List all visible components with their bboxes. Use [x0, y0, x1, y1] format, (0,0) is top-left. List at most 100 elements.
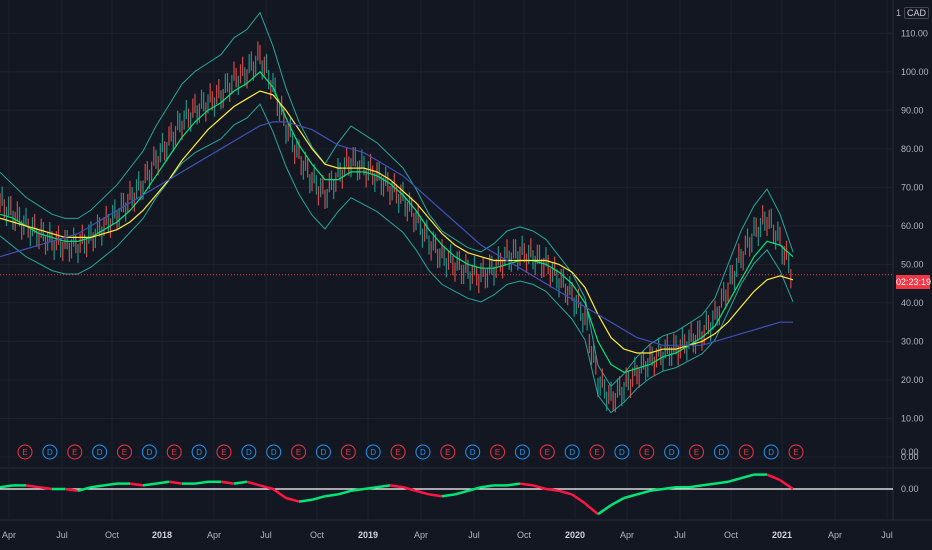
oscillator-segment	[623, 493, 638, 500]
event-marker-label: D	[420, 448, 426, 457]
event-marker-label: D	[718, 448, 724, 457]
dividend-marker[interactable]	[763, 444, 779, 460]
event-marker-label: E	[445, 448, 450, 457]
earnings-marker[interactable]	[340, 444, 356, 460]
oscillator-segment	[532, 484, 547, 491]
last-price-countdown: 02:23:19	[896, 275, 932, 289]
earnings-marker[interactable]	[788, 444, 804, 460]
series-line-ema_fast	[0, 70, 794, 373]
dividend-marker[interactable]	[415, 444, 431, 460]
event-marker-label: D	[97, 448, 103, 457]
dividend-marker[interactable]	[42, 444, 58, 460]
x-tick-label: 2020	[565, 530, 585, 540]
y-tick-label: 10.00	[901, 413, 924, 423]
oscillator-tick-label: 0.00	[901, 484, 919, 494]
oscillator-segment	[688, 484, 703, 489]
currency-code[interactable]: CAD	[904, 7, 930, 19]
earnings-marker[interactable]	[639, 444, 655, 460]
dividend-marker[interactable]	[614, 444, 630, 460]
x-tick-label: 2019	[358, 530, 378, 540]
dividend-marker[interactable]	[191, 444, 207, 460]
event-marker-label: D	[669, 448, 675, 457]
oscillator-segment	[519, 482, 534, 487]
oscillator-segment	[727, 476, 742, 484]
event-marker-label: D	[520, 448, 526, 457]
dividend-marker[interactable]	[365, 444, 381, 460]
oscillator-segment	[298, 498, 313, 503]
event-marker-label: E	[221, 448, 226, 457]
earnings-marker[interactable]	[539, 444, 555, 460]
dividend-marker[interactable]	[92, 444, 108, 460]
dividend-marker[interactable]	[514, 444, 530, 460]
dividend-marker[interactable]	[315, 444, 331, 460]
oscillator-segment	[779, 478, 794, 491]
oscillator-segment	[103, 482, 118, 487]
event-marker-label: D	[321, 448, 327, 457]
series-line-ema_slow	[0, 90, 794, 354]
y-tick-label: 90.00	[901, 105, 924, 115]
dividend-marker[interactable]	[465, 444, 481, 460]
y-tick-label: 100.00	[901, 67, 929, 77]
oscillator-segment	[636, 489, 651, 496]
dividend-marker[interactable]	[713, 444, 729, 460]
y-tick-label: 20.00	[901, 375, 924, 385]
earnings-marker[interactable]	[589, 444, 605, 460]
bollinger-upper-line	[0, 11, 794, 388]
oscillator-segment	[142, 482, 157, 487]
earnings-marker[interactable]	[17, 444, 33, 460]
event-marker-label: E	[22, 448, 27, 457]
earnings-marker[interactable]	[440, 444, 456, 460]
event-marker-label: E	[644, 448, 649, 457]
oscillator-segment	[25, 484, 40, 489]
dividend-marker[interactable]	[664, 444, 680, 460]
dividend-marker[interactable]	[266, 444, 282, 460]
dividend-marker[interactable]	[141, 444, 157, 460]
event-marker-label: D	[146, 448, 152, 457]
y-tick-label: 80.00	[901, 144, 924, 154]
earnings-marker[interactable]	[166, 444, 182, 460]
dividend-marker[interactable]	[241, 444, 257, 460]
earnings-marker[interactable]	[689, 444, 705, 460]
earnings-marker[interactable]	[738, 444, 754, 460]
oscillator-segment	[0, 484, 14, 489]
oscillator-segment	[38, 485, 53, 491]
y-tick-label: 0.00	[901, 452, 919, 462]
series-line-ema_long	[0, 121, 793, 346]
earnings-marker[interactable]	[291, 444, 307, 460]
earnings-marker[interactable]	[116, 444, 132, 460]
event-marker-label: E	[296, 448, 301, 457]
event-marker-label: E	[346, 448, 351, 457]
oscillator-segment	[714, 480, 729, 485]
x-tick-label: Oct	[105, 530, 120, 540]
earnings-marker[interactable]	[216, 444, 232, 460]
event-marker-label: E	[545, 448, 550, 457]
oscillator-segment	[649, 487, 664, 493]
y-tick-label: 40.00	[901, 298, 924, 308]
event-marker-label: E	[72, 448, 77, 457]
oscillator-segment	[740, 473, 755, 480]
currency-selector[interactable]: 1 CAD	[896, 6, 930, 20]
scale-label: 1	[896, 8, 902, 18]
oscillator-segment	[311, 494, 326, 502]
x-tick-label: 2021	[772, 530, 792, 540]
earnings-marker[interactable]	[390, 444, 406, 460]
dividend-marker[interactable]	[564, 444, 580, 460]
oscillator-segment	[402, 485, 417, 493]
x-tick-label: Apr	[414, 530, 428, 540]
oscillator-segment	[64, 487, 79, 493]
oscillator-segment	[610, 496, 625, 507]
oscillator-segment	[77, 485, 92, 493]
earnings-marker[interactable]	[490, 444, 506, 460]
earnings-marker[interactable]	[67, 444, 83, 460]
event-marker-label: E	[744, 448, 749, 457]
oscillator-segment	[285, 496, 300, 503]
oscillator-segment	[389, 484, 404, 489]
oscillator-segment	[90, 484, 105, 489]
event-marker-label: D	[619, 448, 625, 457]
x-tick-label: Apr	[828, 530, 842, 540]
oscillator-segment	[376, 484, 391, 489]
event-marker-label: E	[793, 448, 798, 457]
event-marker-label: D	[569, 448, 575, 457]
